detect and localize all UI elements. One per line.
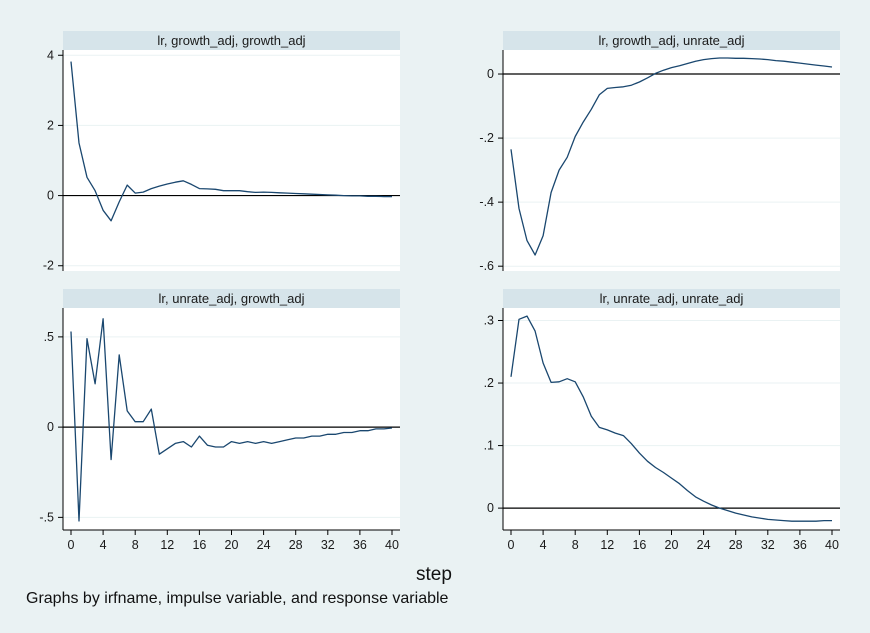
plot-area bbox=[503, 50, 840, 271]
irf-series-line bbox=[510, 315, 832, 522]
y-tick-label: .2 bbox=[484, 376, 494, 390]
panel-title: lr, unrate_adj, unrate_adj bbox=[600, 291, 744, 306]
x-tick-label: 12 bbox=[600, 538, 614, 552]
y-tick-label: 4 bbox=[47, 48, 54, 62]
y-tick-label: 0 bbox=[487, 501, 494, 515]
panel-title-strip bbox=[63, 289, 400, 308]
x-tick-label: 16 bbox=[192, 538, 206, 552]
x-tick-label: 20 bbox=[225, 538, 239, 552]
y-tick-label: 0 bbox=[47, 420, 54, 434]
panel-title: lr, unrate_adj, growth_adj bbox=[159, 291, 305, 306]
x-tick-label: 16 bbox=[632, 538, 646, 552]
x-tick-label: 28 bbox=[289, 538, 303, 552]
panel-title: lr, growth_adj, growth_adj bbox=[157, 33, 305, 48]
x-tick-label: 12 bbox=[160, 538, 174, 552]
y-tick-label: 0 bbox=[487, 67, 494, 81]
irf-series-line bbox=[70, 318, 393, 522]
x-tick-label: 0 bbox=[68, 538, 75, 552]
plot-area bbox=[63, 308, 400, 530]
x-tick-label: 36 bbox=[353, 538, 367, 552]
x-tick-label: 4 bbox=[540, 538, 547, 552]
panel-1: lr, growth_adj, growth_adj -2 0 2 4 bbox=[43, 31, 400, 273]
plot-area bbox=[503, 308, 840, 530]
x-tick-label: 8 bbox=[132, 538, 139, 552]
x-tick-label: 28 bbox=[729, 538, 743, 552]
y-tick-label: -.5 bbox=[39, 510, 54, 524]
x-axis-label: step bbox=[416, 564, 452, 585]
x-tick-label: 24 bbox=[257, 538, 271, 552]
y-tick-label: 2 bbox=[47, 118, 54, 132]
panel-title-strip bbox=[63, 31, 400, 50]
y-tick-label: .1 bbox=[484, 439, 494, 453]
y-tick-label: .5 bbox=[44, 330, 54, 344]
y-tick-label: -.6 bbox=[479, 259, 494, 273]
y-tick-label: .3 bbox=[484, 314, 494, 328]
x-tick-label: 24 bbox=[697, 538, 711, 552]
plot-area bbox=[63, 50, 400, 271]
x-tick-label: 36 bbox=[793, 538, 807, 552]
x-tick-label: 32 bbox=[321, 538, 335, 552]
y-tick-label: -.2 bbox=[479, 131, 494, 145]
panel-title: lr, growth_adj, unrate_adj bbox=[599, 33, 745, 48]
x-tick-label: 40 bbox=[385, 538, 399, 552]
x-tick-label: 0 bbox=[508, 538, 515, 552]
panel-title-strip bbox=[503, 289, 840, 308]
x-tick-label: 32 bbox=[761, 538, 775, 552]
panel-3: lr, unrate_adj, growth_adj -.5 0 .5 0 4 8 12 16 2… bbox=[39, 289, 400, 552]
x-tick-label: 8 bbox=[572, 538, 579, 552]
x-tick-label: 4 bbox=[100, 538, 107, 552]
panel-4: lr, unrate_adj, unrate_adj 0 .1 .2 .3 0 4 8 12 16… bbox=[484, 289, 840, 552]
irf-series-line bbox=[70, 61, 392, 222]
y-tick-label: -.4 bbox=[479, 195, 494, 209]
y-tick-label: 0 bbox=[47, 189, 54, 203]
y-tick-label: -2 bbox=[43, 259, 54, 273]
panel-title-strip bbox=[503, 31, 840, 50]
irf-series-line bbox=[510, 57, 833, 256]
x-tick-label: 20 bbox=[665, 538, 679, 552]
panel-2: lr, growth_adj, unrate_adj -.6 -.4 -.2 0 bbox=[479, 31, 840, 273]
figure-note: Graphs by irfname, impulse variable, and… bbox=[26, 590, 449, 607]
x-tick-label: 40 bbox=[825, 538, 839, 552]
